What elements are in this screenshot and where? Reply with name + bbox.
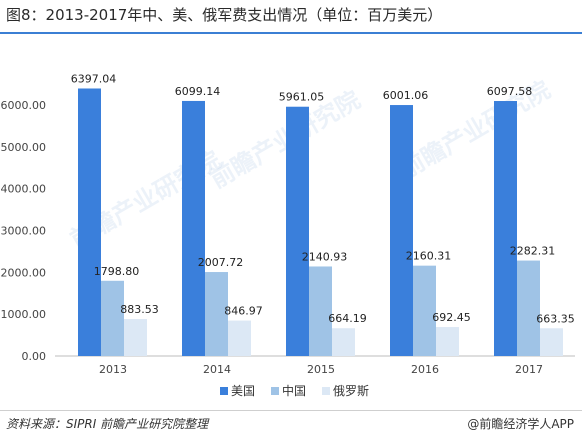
legend-swatch-中国 [271,387,279,395]
data-label: 6001.06 [383,89,429,102]
x-tick-label: 2017 [515,363,543,376]
data-label: 1798.80 [94,265,140,278]
data-label: 692.45 [432,311,471,324]
bar-俄罗斯 [124,319,147,356]
legend-label: 美国 [231,384,255,398]
data-label: 6397.04 [71,72,117,85]
legend-swatch-俄罗斯 [322,387,330,395]
brand-label: @前瞻经济学人APP [467,417,574,431]
data-label: 2282.31 [510,245,556,258]
data-label: 2160.31 [406,250,452,263]
bar-俄罗斯 [228,320,251,356]
x-tick-label: 2013 [99,363,127,376]
data-label: 846.97 [224,305,263,318]
data-label: 883.53 [120,303,159,316]
y-tick-label: 5000.00 [1,141,47,154]
data-label: 664.19 [328,312,367,325]
bar-chart: 0.00 1000.00 2000.00 3000.00 4000.00 5000.00 6… [1,72,575,398]
y-tick-label: 4000.00 [1,183,47,196]
footer-divider [0,410,582,411]
bar-美国 [78,88,101,356]
bar-美国 [182,100,205,356]
bar-俄罗斯 [332,328,355,356]
bar-美国 [286,106,309,356]
bar-俄罗斯 [436,327,459,356]
legend-swatch-美国 [220,387,228,395]
bar-中国 [309,266,332,356]
legend-label: 俄罗斯 [333,384,369,398]
bar-中国 [101,280,124,356]
data-label: 6099.14 [175,85,221,98]
bar-中国 [205,272,228,356]
chart-title: 图8：2013-2017年中、美、俄军费支出情况（单位：百万美元） [6,6,443,24]
title-divider [0,32,582,34]
bar-中国 [413,265,436,356]
bar-美国 [494,101,517,357]
data-label: 2140.93 [302,250,348,263]
y-tick-label: 3000.00 [1,225,47,238]
bar-美国 [390,105,413,356]
y-tick-label: 0.00 [22,350,47,363]
x-tick-label: 2014 [203,363,231,376]
x-tick-label: 2015 [307,363,335,376]
source-note: 资料来源：SIPRI 前瞻产业研究院整理 [6,417,209,431]
data-label: 6097.58 [487,85,533,98]
y-tick-label: 2000.00 [1,266,47,279]
legend-label: 中国 [282,383,306,398]
x-tick-label: 2016 [411,363,439,376]
data-label: 5961.05 [279,91,325,104]
y-tick-label: 1000.00 [1,308,47,321]
data-label: 663.35 [536,312,575,325]
bar-俄罗斯 [540,328,563,356]
bar-中国 [517,260,540,356]
data-label: 2007.72 [198,256,244,269]
y-tick-label: 6000.00 [1,99,47,112]
